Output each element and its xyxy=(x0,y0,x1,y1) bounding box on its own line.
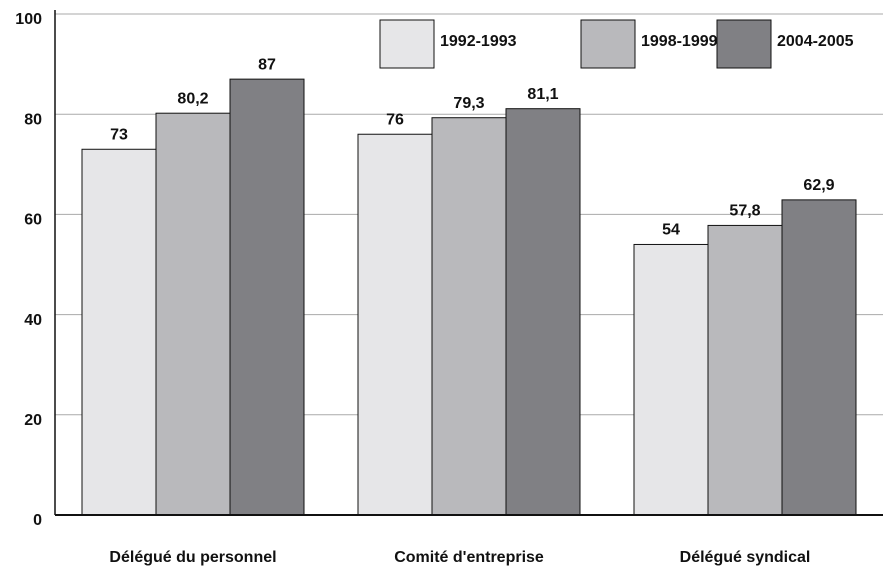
legend-label: 1992-1993 xyxy=(440,33,517,50)
y-tick-label: 100 xyxy=(15,11,42,28)
bar xyxy=(431,117,507,516)
bar xyxy=(781,199,857,516)
data-label: 62,9 xyxy=(803,177,834,194)
y-tick-label: 60 xyxy=(24,212,42,229)
bar xyxy=(707,224,783,516)
y-tick-label: 0 xyxy=(33,512,42,529)
y-tick-label: 20 xyxy=(24,412,42,429)
data-label: 76 xyxy=(386,111,404,128)
x-tick-label: Délégué syndical xyxy=(680,549,811,566)
data-label: 79,3 xyxy=(453,95,484,112)
data-label: 54 xyxy=(662,222,680,239)
legend-swatch xyxy=(716,19,772,69)
bar xyxy=(357,133,433,516)
bar xyxy=(633,243,709,516)
data-label: 80,2 xyxy=(177,90,208,107)
legend-label: 1998-1999 xyxy=(641,33,718,50)
data-label: 87 xyxy=(258,56,276,73)
bar xyxy=(81,148,157,516)
data-label: 73 xyxy=(110,126,128,143)
bar xyxy=(505,108,581,516)
y-tick-label: 80 xyxy=(24,111,42,128)
y-tick-label: 40 xyxy=(24,312,42,329)
legend-swatch xyxy=(580,19,636,69)
bar xyxy=(229,78,305,516)
legend-label: 2004-2005 xyxy=(777,33,854,50)
legend-swatch xyxy=(379,19,435,69)
bar xyxy=(155,112,231,516)
data-label: 81,1 xyxy=(527,86,558,103)
x-tick-label: Délégué du personnel xyxy=(109,549,276,566)
x-tick-label: Comité d'entreprise xyxy=(394,549,544,566)
data-label: 57,8 xyxy=(729,203,760,220)
